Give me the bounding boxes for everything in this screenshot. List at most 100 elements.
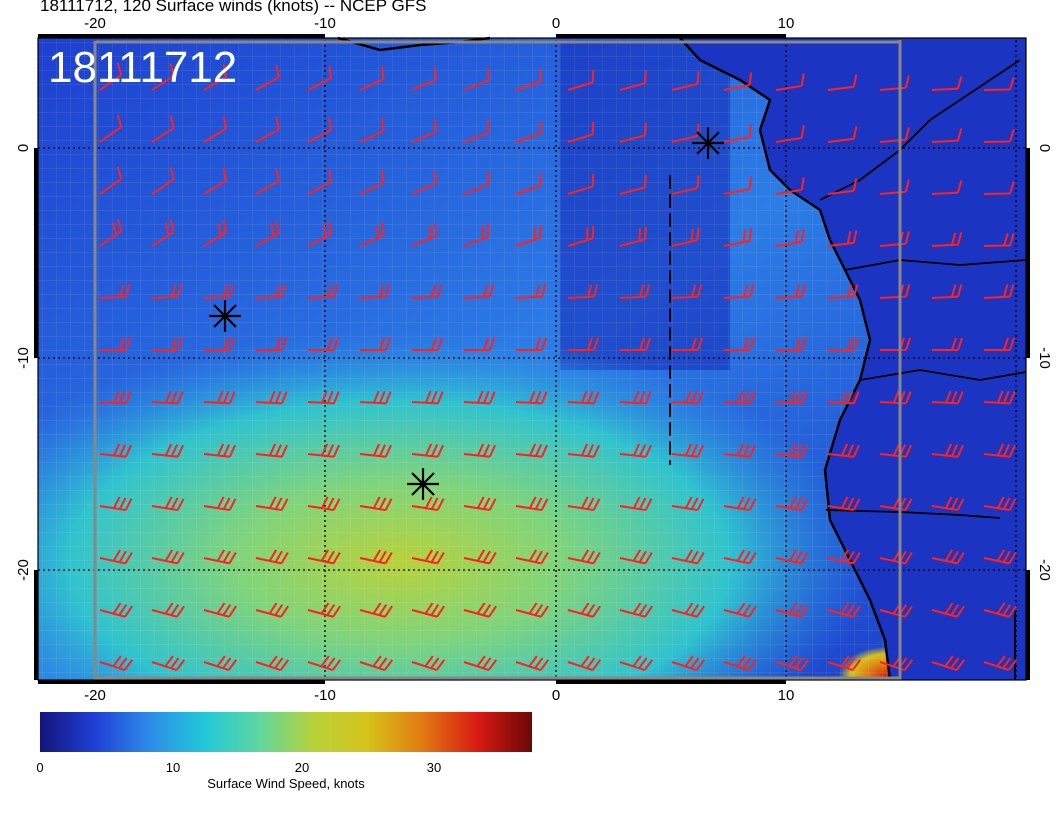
- wind-barb: [671, 284, 703, 299]
- wind-barb: [619, 443, 653, 458]
- map-frame: [37, 37, 1027, 681]
- wind-barb: [775, 443, 809, 458]
- wind-barb: [879, 75, 910, 91]
- wind-barb: [359, 222, 385, 247]
- wind-barb: [99, 655, 134, 671]
- map-plot-area: 18111712 -20 -10 0 10 -20 -10 0 10 0 -10…: [15, 15, 1053, 700]
- wind-barb: [515, 284, 547, 299]
- wind-barb: [671, 71, 700, 91]
- wind-barb: [931, 602, 965, 618]
- wind-barb: [255, 655, 290, 671]
- country-border: [859, 369, 1027, 381]
- wind-barb: [931, 390, 964, 405]
- wind-barb: [151, 219, 175, 247]
- wind-map: 18111712 -20 -10 0 10 -20 -10 0 10 0 -10…: [15, 15, 1053, 700]
- wind-barb: [411, 496, 445, 512]
- wind-barb: [983, 233, 1015, 247]
- wind-barb: [411, 223, 437, 247]
- wind-barb: [307, 602, 341, 618]
- wind-barb: [775, 390, 808, 405]
- wind-barb: [931, 496, 965, 512]
- wind-barb: [515, 120, 542, 143]
- x-tick-label: 10: [778, 687, 795, 700]
- colorbar-label: Surface Wind Speed, knots: [207, 776, 365, 791]
- wind-barb: [359, 443, 393, 458]
- wind-barb: [203, 64, 228, 91]
- country-border: [819, 59, 1021, 201]
- wind-barb: [775, 284, 807, 299]
- wind-barb: [827, 284, 859, 299]
- wind-barb: [411, 602, 445, 618]
- wind-barb: [307, 65, 333, 91]
- wind-barb: [827, 549, 861, 565]
- wind-barb: [983, 496, 1017, 512]
- y-tick-label: -10: [15, 347, 32, 369]
- wind-barb: [620, 337, 651, 351]
- wind-barb: [255, 168, 280, 195]
- wind-barb: [203, 220, 228, 247]
- colorbar-tick: 20: [294, 760, 310, 775]
- wind-barb: [463, 549, 497, 565]
- colorbar-tick: 10: [165, 760, 181, 775]
- wind-barb: [203, 602, 237, 618]
- wind-barb: [619, 174, 647, 195]
- x-tick-label: -10: [314, 15, 336, 32]
- wind-barb: [619, 226, 647, 247]
- wind-barb: [99, 114, 123, 143]
- wind-barb: [255, 549, 289, 565]
- wind-barb: [359, 390, 392, 405]
- wind-barb: [307, 655, 342, 671]
- wind-barb: [983, 129, 1015, 143]
- wind-barb: [671, 602, 705, 618]
- colorbar-tick: 30: [426, 760, 442, 775]
- wind-barb: [567, 655, 602, 671]
- wind-barb: [879, 179, 910, 195]
- wind-barb: [827, 655, 862, 671]
- wind-barb: [359, 655, 394, 671]
- wind-barb: [203, 116, 228, 143]
- wind-barb: [255, 496, 289, 512]
- wind-barb: [827, 443, 861, 458]
- wind-barb: [931, 549, 965, 565]
- wind-barb: [412, 337, 443, 351]
- asterisk-marker: [407, 468, 439, 500]
- wind-barb: [723, 228, 753, 247]
- wind-barb: [203, 655, 238, 671]
- wind-barb: [203, 284, 235, 299]
- x-tick-label: 0: [552, 687, 560, 700]
- wind-barb: [619, 70, 647, 91]
- wind-barb: [567, 443, 601, 458]
- wind-barb: [515, 172, 542, 195]
- country-border: [825, 509, 1001, 519]
- wind-barb: [307, 443, 341, 458]
- wind-barb: [463, 390, 496, 405]
- wind-barb: [411, 119, 437, 143]
- wind-barb: [99, 390, 132, 405]
- wind-barb: [775, 177, 805, 195]
- inner-frame: [93, 40, 902, 680]
- wind-barb: [204, 337, 235, 351]
- wind-barb: [983, 77, 1015, 91]
- wind-barb: [256, 337, 287, 351]
- wind-barb: [463, 602, 497, 618]
- wind-barb: [931, 655, 966, 671]
- wind-barb: [723, 496, 757, 512]
- wind-barb: [723, 602, 757, 618]
- wind-barb: [255, 64, 280, 91]
- wind-barb: [308, 337, 339, 351]
- wind-barb: [99, 284, 131, 299]
- wind-barb: [515, 496, 549, 512]
- wind-barb: [463, 655, 498, 671]
- wind-barb: [723, 549, 757, 565]
- wind-barb: [723, 443, 757, 458]
- wind-barb: [619, 122, 647, 143]
- africa-land: [680, 38, 1026, 680]
- wind-barb: [567, 173, 595, 195]
- wind-barb: [307, 117, 333, 143]
- x-tick-label: -10: [314, 687, 336, 700]
- wind-barb: [619, 602, 653, 618]
- wind-barb: [983, 602, 1017, 618]
- x-tick-label: 10: [778, 15, 795, 32]
- wind-barb: [463, 496, 497, 512]
- wind-barb: [99, 218, 123, 247]
